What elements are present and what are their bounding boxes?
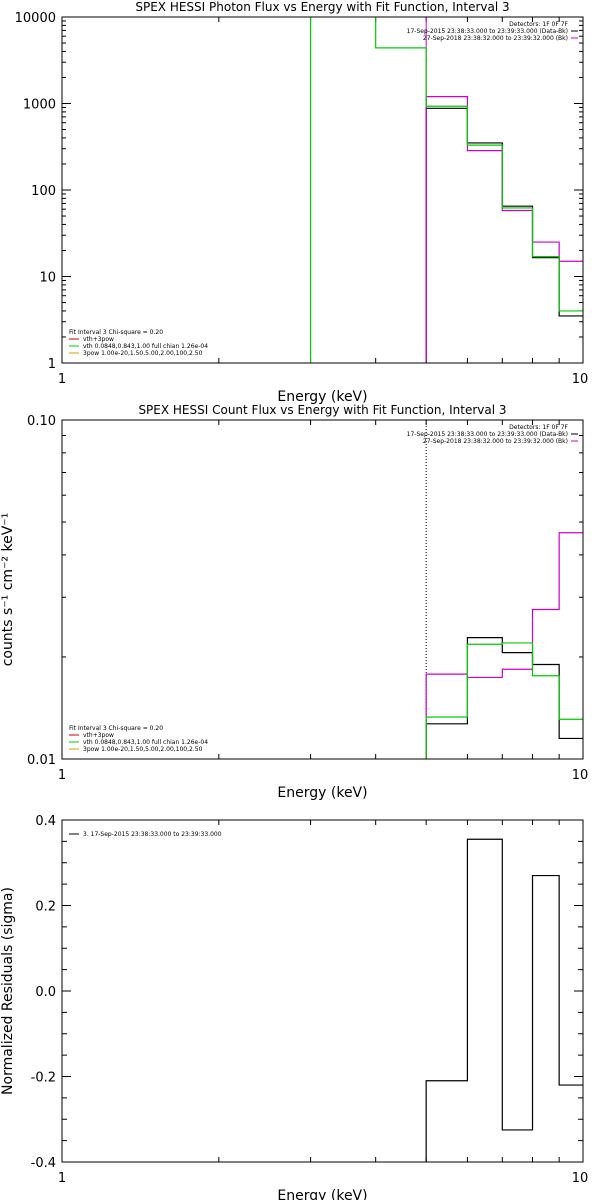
chart-title: SPEX HESSI Count Flux vs Energy with Fit… [138,403,506,417]
y-tick-label: 0.4 [35,814,56,829]
y-tick-label: 1 [48,357,56,372]
legend-label: vth+3pow [83,336,114,343]
x-tick-label: 10 [572,1171,589,1186]
plot-frame [61,419,584,760]
legend-header: Fit Interval 3 Chi-square = 0.20 [69,329,163,336]
y-tick-label: 100 [31,184,56,199]
info-line: 27-Sep-2018 23:38:32.000 to 23:39:32.000… [423,438,568,445]
info-line: Detectors: 1F 0F 7F [509,21,568,28]
legend-label: vth 0.0848,0.843,1.00 full chian 1.26e-0… [83,343,208,350]
y-tick-label: 1000 [23,98,56,113]
x-tick-label: 1 [58,372,66,387]
series-1-line [425,838,583,1162]
x-tick-label: 10 [572,768,589,783]
y-axis-title: Normalized Residuals (sigma) [0,887,16,1095]
y-tick-label: 0.2 [35,900,56,915]
chart-panel-3: 1 10 Energy (keV) -0.4 -0.2 0.0 0.2 0.4 Normaliz… [0,814,588,1200]
info-line: 17-Sep-2015 23:38:33.000 to 23:39:33.000… [407,28,568,35]
y-tick-label: -0.4 [31,1156,56,1171]
y-axis-title: counts s⁻¹ cm⁻² keV⁻¹ [0,513,16,667]
legend-header: Fit Interval 3 Chi-square = 0.20 [69,725,163,732]
y-tick-label: -0.2 [31,1071,56,1086]
chart-panel-1: SPEX HESSI Photon Flux vs Energy with Fi… [15,0,589,405]
x-axis-title: Energy (keV) [277,1188,367,1200]
series-3-line [425,642,583,759]
series-1-line [425,107,583,363]
x-axis-title: Energy (keV) [277,785,367,801]
series-3-line [309,17,583,363]
plot-area [425,420,583,759]
plot-frame [61,16,584,364]
plot-area [425,838,583,1162]
legend-label: vth+3pow [83,732,114,739]
legend-label: 3. 17-Sep-2015 23:38:33.000 to 23:39:33.… [83,831,222,838]
x-tick-label: 1 [58,1171,66,1186]
plot-area [309,17,583,363]
legend-label: vth 0.0848,0.843,1.00 full chian 1.26e-0… [83,739,208,746]
y-tick-label: 0.0 [35,985,56,1000]
chart-title: SPEX HESSI Photon Flux vs Energy with Fi… [135,0,509,14]
x-tick-label: 1 [58,768,66,783]
y-tick-label: 0.10 [27,414,56,429]
series-2-line [425,532,583,759]
plot-frame [61,819,584,1163]
legend-label: 3pow 1.00e-20,1.50,5.00,2.00,100,2.50 [83,746,203,753]
legend-label: 3pow 1.00e-20,1.50,5.00,2.00,100,2.50 [83,350,203,357]
chart-panel-2: SPEX HESSI Count Flux vs Energy with Fit… [0,403,588,801]
x-tick-label: 10 [572,372,589,387]
y-tick-label: 10000 [15,11,56,26]
y-tick-label: 0.01 [27,753,56,768]
series-2-line [425,96,583,363]
x-axis-title: Energy (keV) [277,389,367,405]
info-line: 17-Sep-2015 23:38:33.000 to 23:39:33.000… [407,431,568,438]
info-line: 27-Sep-2018 23:38:32.000 to 23:39:32.000… [423,35,568,42]
y-tick-label: 10 [39,271,56,286]
info-line: Detectors: 1F 0F 7F [509,424,568,431]
